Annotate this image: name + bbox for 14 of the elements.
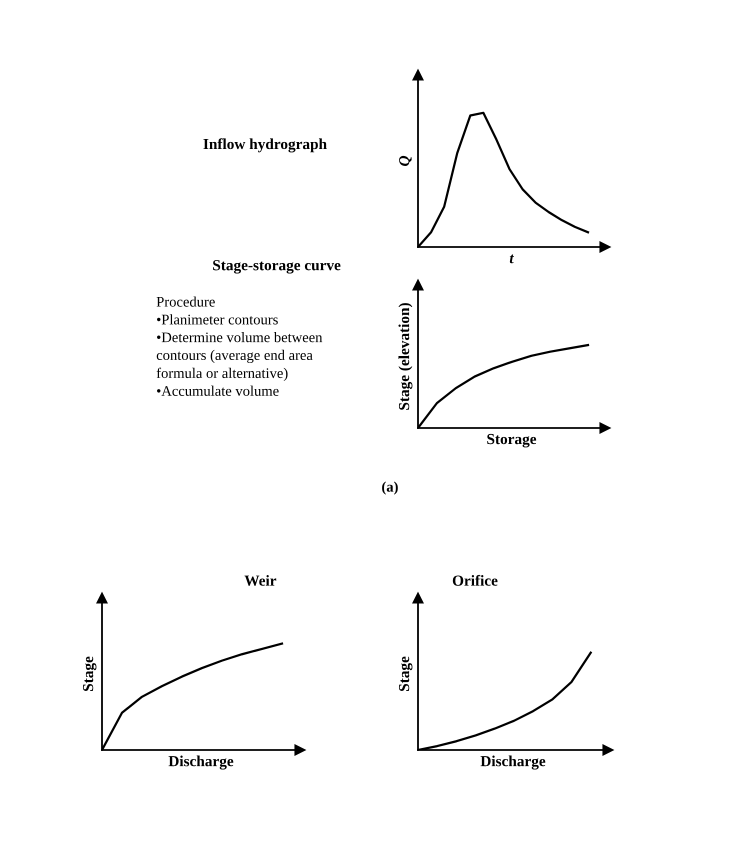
y-axis-title: Stage (elevation): [398, 303, 412, 410]
x-axis-title: t: [510, 254, 514, 264]
text: Procedure •Planimeter contours •Determine volume between contours (average end area formula or alternative) •Accumulate volume: [156, 296, 322, 396]
y-axis-title: Stage: [82, 656, 96, 692]
y-axis-title: Stage: [398, 656, 412, 692]
chart-title: Orifice: [452, 574, 498, 586]
chart-title: Weir: [244, 575, 276, 586]
text: (a): [382, 481, 398, 495]
x-axis-title: Discharge: [480, 756, 546, 770]
x-axis-title: Storage: [487, 434, 536, 448]
y-axis-title: Q: [399, 156, 412, 166]
x-axis-title: Discharge: [168, 756, 234, 770]
text: Inflow hydrograph: [203, 138, 327, 152]
text: Stage-storage curve: [213, 260, 340, 274]
